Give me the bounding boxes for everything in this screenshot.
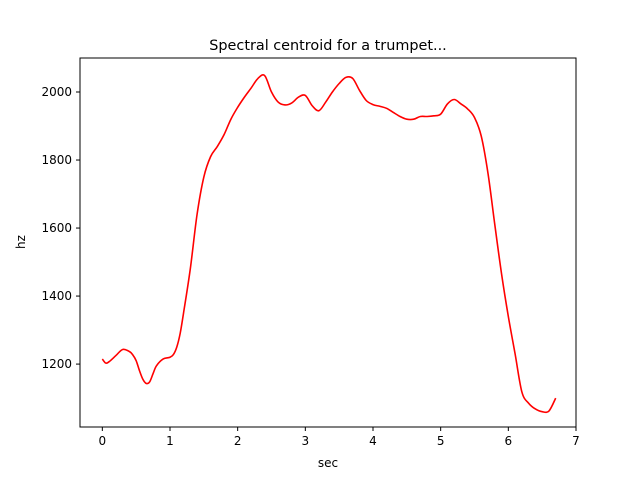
axes-frame	[79, 57, 577, 428]
x-tick-label: 6	[505, 434, 513, 448]
x-tick-label: 3	[302, 434, 310, 448]
y-axis-ticks: 1200 1400 1600 1800 2000	[41, 85, 80, 371]
x-tick-label: 1	[166, 434, 174, 448]
x-tick-label: 4	[369, 434, 377, 448]
x-tick-label: 7	[572, 434, 580, 448]
x-tick-label: 2	[234, 434, 242, 448]
y-tick-label: 1800	[41, 153, 72, 167]
x-tick-label: 5	[437, 434, 445, 448]
y-tick-label: 1200	[41, 357, 72, 371]
y-tick-label: 1400	[41, 289, 72, 303]
data-layer	[101, 74, 557, 414]
plot-area	[79, 57, 577, 428]
x-axis-label: sec	[318, 456, 338, 470]
series-line	[101, 74, 557, 414]
y-axis-label: hz	[14, 235, 28, 249]
y-tick-label: 2000	[41, 85, 72, 99]
x-tick-label: 0	[99, 434, 107, 448]
chart-title: Spectral centroid for a trumpet...	[209, 38, 446, 54]
x-axis-ticks: 0 1 2 3 4 5 6 7	[99, 427, 580, 448]
y-tick-label: 1600	[41, 221, 72, 235]
